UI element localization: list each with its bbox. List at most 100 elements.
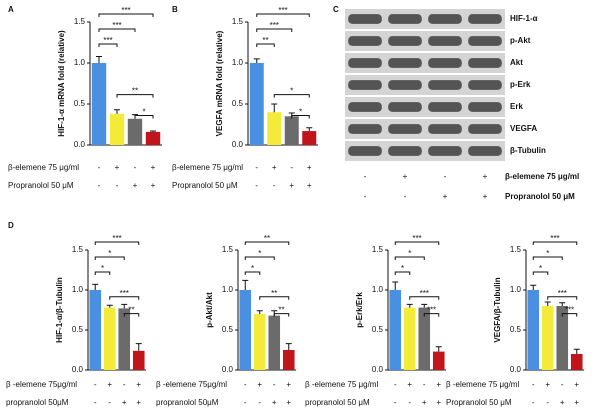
significance-label: * [108, 249, 111, 258]
bar [556, 306, 569, 370]
y-tick-label: 0.0 [222, 365, 234, 374]
condition-sign: - [94, 398, 97, 407]
significance-label: ** [264, 234, 270, 243]
significance-bracket [94, 241, 140, 245]
condition-sign: + [436, 398, 441, 407]
condition-label: propranolol 50 μM [305, 398, 370, 407]
significance-label: *** [270, 21, 279, 30]
panel-label: C [333, 5, 339, 14]
bar [527, 290, 540, 370]
blot-band [468, 36, 502, 46]
error-bar [544, 301, 551, 306]
error-bar [435, 346, 442, 352]
condition-sign: - [364, 192, 367, 201]
error-bar [406, 303, 413, 308]
condition-sign: + [407, 380, 412, 389]
blot-band [348, 36, 382, 46]
condition-sign: + [560, 398, 565, 407]
significance-bracket [134, 114, 154, 119]
significance-bracket [259, 296, 290, 300]
error-bar [530, 284, 537, 290]
blot-band [468, 80, 502, 90]
bar [282, 350, 295, 370]
significance-label: *** [120, 289, 129, 298]
condition-sign: - [546, 398, 549, 407]
condition-sign: + [443, 192, 448, 201]
y-tick-label: 0.0 [72, 365, 84, 374]
condition-sign: + [272, 163, 277, 172]
condition-sign: - [255, 181, 258, 190]
significance-label: *** [420, 289, 429, 298]
y-tick-label: 1.0 [232, 58, 244, 67]
blot-row-label: p-Akt [510, 36, 531, 45]
blot-band [428, 14, 462, 24]
blot-row-label: HIF-1-α [510, 14, 538, 23]
condition-sign: + [422, 398, 427, 407]
significance-label: * [258, 249, 261, 258]
condition-sign: - [408, 398, 411, 407]
y-tick-label: 0.5 [222, 325, 234, 334]
error-bar [559, 302, 566, 306]
blot-row-label: Erk [510, 102, 523, 111]
significance-label: * [142, 108, 145, 117]
condition-sign: - [532, 380, 535, 389]
blot-band [388, 80, 422, 90]
significance-bracket [256, 28, 293, 32]
condition-label: β-elemene 75 μg/ml [505, 172, 579, 181]
y-tick-label: 0.0 [232, 140, 244, 149]
significance-label: ** [271, 289, 277, 298]
blot-strip [345, 141, 505, 161]
blot-band [468, 146, 502, 156]
condition-label: Propranolol 50 μM [8, 181, 74, 190]
significance-label: *** [558, 289, 567, 298]
condition-label: β-elemene 75 μg/ml [172, 163, 243, 172]
blot-band [348, 102, 382, 112]
condition-sign: - [404, 192, 407, 201]
condition-sign: - [116, 181, 119, 190]
bar [91, 63, 107, 145]
blot-strip [345, 9, 505, 29]
significance-bracket [394, 271, 411, 275]
y-tick-label: 1.0 [510, 285, 522, 294]
error-bar [573, 348, 580, 354]
significance-bracket [423, 313, 440, 317]
y-tick-label: 1.5 [232, 17, 244, 26]
condition-sign: + [272, 398, 277, 407]
significance-label: * [401, 264, 404, 273]
significance-bracket [532, 241, 578, 245]
blot-band [468, 102, 502, 112]
bar [103, 307, 116, 370]
significance-bracket [116, 94, 154, 98]
panel-label: B [172, 5, 178, 14]
condition-label: Propranolol 50 μM [446, 398, 512, 407]
y-axis-label: HIF-1-α mRNA fold (relative) [57, 30, 66, 137]
significance-label: *** [112, 21, 121, 30]
condition-sign: + [107, 380, 112, 389]
blot-band [468, 14, 502, 24]
y-axis-label: VEGFA/β-Tubulin [493, 277, 502, 342]
condition-sign: - [98, 163, 101, 172]
error-bar [121, 303, 128, 309]
condition-sign: - [94, 380, 97, 389]
blot-band [428, 58, 462, 68]
error-bar [92, 283, 99, 290]
significance-bracket [561, 313, 578, 317]
significance-label: ** [132, 87, 138, 96]
bar [541, 306, 554, 370]
condition-sign: - [255, 163, 258, 172]
significance-bracket [94, 256, 125, 260]
bar [302, 131, 317, 145]
condition-label: propranolol 50μM [156, 398, 219, 407]
y-tick-label: 1.0 [74, 58, 86, 67]
condition-sign: + [289, 181, 294, 190]
y-tick-label: 1.0 [222, 285, 234, 294]
condition-sign: + [307, 181, 312, 190]
y-axis-label: HIF-1-α/β-Tubulin [55, 277, 64, 343]
condition-sign: + [133, 181, 138, 190]
significance-label: *** [565, 306, 574, 315]
y-tick-label: 0.0 [372, 365, 384, 374]
bar [570, 354, 583, 370]
significance-label: * [251, 264, 254, 273]
blot-band [388, 146, 422, 156]
bar [403, 307, 416, 370]
